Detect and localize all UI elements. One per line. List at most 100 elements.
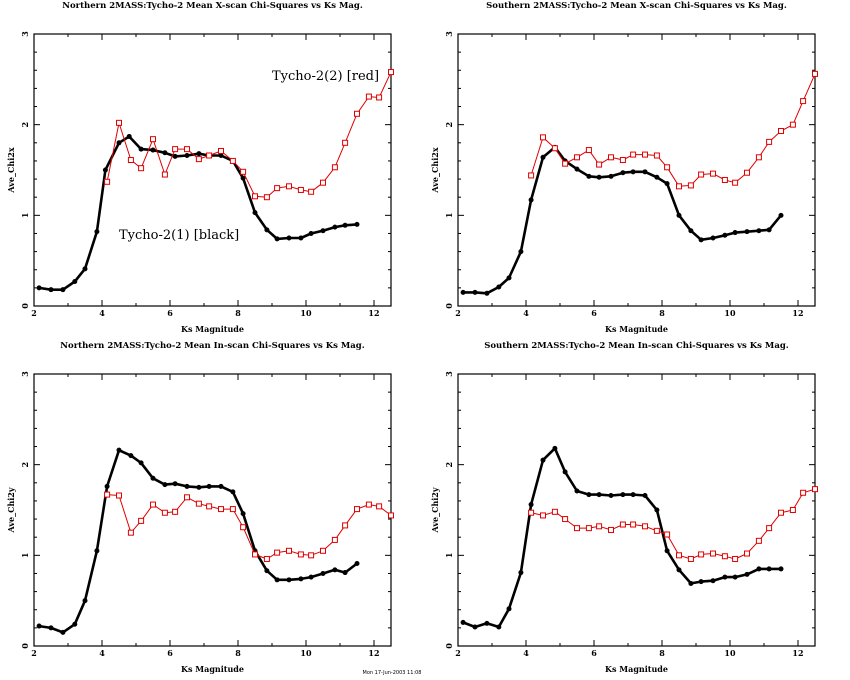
series-tycho2-1-black — [460, 144, 784, 296]
x-tick-label: 12 — [368, 308, 379, 318]
data-point-square — [331, 536, 338, 543]
data-point-diamond — [196, 484, 202, 490]
data-point-square — [240, 168, 247, 175]
y-tick-label: 1 — [444, 213, 454, 219]
data-point-square — [551, 508, 558, 515]
data-point-square — [320, 547, 326, 554]
x-tick-label: 8 — [659, 648, 665, 658]
data-point-diamond — [744, 229, 750, 235]
data-point-diamond — [172, 481, 178, 487]
data-point-square — [778, 128, 784, 135]
data-point-square — [608, 154, 614, 161]
data-point-diamond — [472, 289, 478, 295]
data-point-diamond — [630, 169, 636, 175]
data-point-square — [161, 171, 168, 178]
series-line — [463, 146, 783, 295]
data-point-square — [320, 179, 326, 186]
data-point-diamond — [698, 579, 704, 585]
data-point-square — [755, 537, 762, 544]
data-point-diamond — [230, 489, 236, 495]
data-point-square — [240, 524, 247, 531]
data-point-square — [687, 182, 694, 189]
data-point-square — [263, 194, 270, 201]
data-point-diamond — [82, 266, 88, 272]
y-axis-label: Ave_Chi2y — [6, 487, 16, 533]
data-point-diamond — [264, 227, 270, 233]
data-point-diamond — [332, 567, 338, 573]
data-point-diamond — [676, 212, 682, 218]
x-axis-label: Ks Magnitude — [605, 664, 668, 674]
data-point-diamond — [104, 483, 110, 489]
data-point-square — [116, 119, 122, 126]
data-point-diamond — [460, 289, 466, 295]
x-tick-label: 8 — [235, 308, 241, 318]
data-point-diamond — [48, 625, 54, 631]
data-point-square — [698, 551, 705, 558]
data-point-diamond — [518, 570, 524, 576]
data-point-diamond — [732, 230, 738, 236]
data-point-diamond — [264, 568, 270, 574]
data-point-diamond — [608, 173, 614, 179]
data-point-square — [365, 501, 372, 508]
data-point-diamond — [664, 181, 670, 187]
data-point-square — [297, 186, 304, 193]
data-point-diamond — [320, 570, 326, 576]
data-point-diamond — [620, 170, 626, 176]
series-tycho2-1-black — [460, 445, 784, 630]
x-tick-label: 10 — [300, 648, 312, 658]
data-point-diamond — [744, 571, 750, 577]
x-tick-label: 12 — [792, 648, 803, 658]
data-point-diamond — [562, 469, 568, 475]
x-axis-label: Ks Magnitude — [605, 324, 668, 334]
data-point-diamond — [286, 235, 292, 241]
y-axis-label: Ave_Chi2x — [430, 147, 440, 193]
series-line — [107, 494, 392, 560]
x-axis-label: Ks Magnitude — [181, 324, 244, 334]
data-point-diamond — [630, 492, 636, 498]
data-point-diamond — [240, 511, 246, 517]
data-point-diamond — [586, 492, 592, 498]
data-point-square — [354, 506, 360, 513]
data-point-diamond — [620, 492, 626, 498]
data-point-diamond — [162, 482, 168, 488]
data-point-square — [229, 157, 236, 164]
data-point-square — [528, 172, 535, 179]
data-point-diamond — [496, 284, 502, 290]
x-tick-label: 4 — [99, 648, 105, 658]
y-tick-label: 0 — [444, 643, 454, 649]
data-point-diamond — [722, 574, 728, 580]
data-point-diamond — [586, 173, 592, 179]
data-point-square — [789, 507, 796, 513]
data-point-diamond — [354, 560, 360, 566]
data-point-square — [206, 152, 213, 159]
y-tick-label: 0 — [20, 643, 30, 649]
x-tick-label: 8 — [235, 648, 241, 658]
data-point-square — [274, 185, 281, 192]
chart-title: Southern 2MASS:Tycho-2 Mean In-scan Chi-… — [484, 341, 789, 351]
data-point-square — [138, 165, 145, 172]
data-point-square — [104, 178, 111, 185]
x-tick-label: 10 — [724, 648, 736, 658]
data-point-square — [800, 98, 807, 105]
data-point-square — [252, 193, 258, 200]
data-point-diamond — [342, 570, 348, 576]
y-tick-label: 3 — [444, 31, 454, 37]
data-point-diamond — [654, 174, 660, 180]
data-point-square — [184, 146, 190, 153]
y-tick-label: 2 — [20, 122, 30, 128]
x-tick-label: 6 — [591, 648, 597, 658]
data-point-square — [184, 494, 190, 501]
data-point-square — [150, 136, 156, 143]
data-point-square — [744, 169, 750, 176]
data-point-diamond — [506, 606, 512, 612]
data-point-diamond — [676, 567, 682, 573]
data-point-diamond — [72, 279, 78, 285]
y-tick-label: 3 — [20, 31, 30, 37]
data-point-diamond — [72, 621, 78, 627]
legend-black-annotation: Tycho-2(1) [black] — [119, 228, 239, 243]
data-point-diamond — [528, 502, 534, 508]
data-point-diamond — [48, 287, 54, 293]
data-point-square — [540, 512, 546, 519]
series-tycho2-1-black — [36, 133, 360, 293]
data-point-square — [297, 551, 304, 558]
